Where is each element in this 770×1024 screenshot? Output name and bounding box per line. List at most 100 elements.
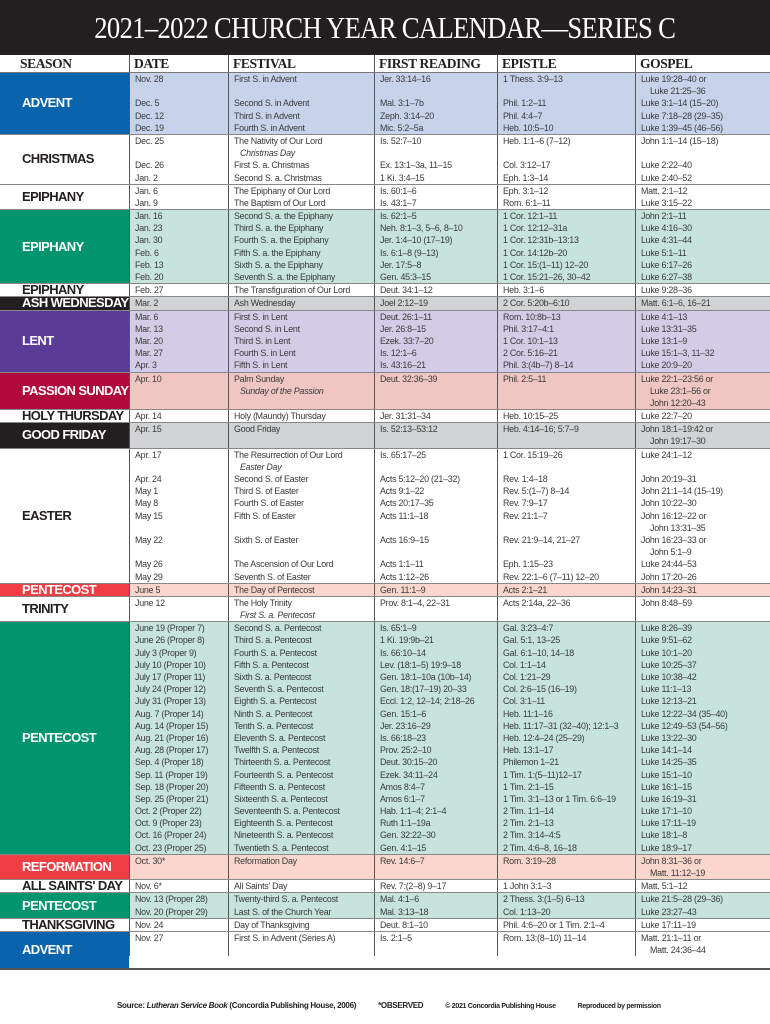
first-reading-cell: Is. 66:10–14 bbox=[374, 646, 497, 659]
festival-name: Fourth S. in Advent bbox=[234, 122, 305, 133]
epistle-cell: 1 Cor. 10:1–13 bbox=[497, 334, 635, 348]
table-row: Mar. 27 Fourth S. in Lent Is. 12:1–6 2 Cor.… bbox=[129, 347, 770, 360]
festival-name: Twenty-third S. a. Pentecost bbox=[234, 894, 338, 905]
gospel-line: Luke 14:1–14 bbox=[641, 745, 692, 756]
date: Jan. 30 bbox=[135, 235, 163, 246]
table-row: Dec. 5 Second S. in Advent Mal. 3:1–7b Phil… bbox=[129, 97, 770, 110]
festival-cell: Second S. a. Christmas bbox=[228, 171, 374, 184]
festival-name: The Day of Pentecost bbox=[234, 584, 315, 595]
first-reading: Is. 62:1–5 bbox=[380, 211, 417, 222]
date-cell: Jan. 2 bbox=[129, 171, 228, 184]
epistle: Rev. 21:9–14, 21–27 bbox=[503, 534, 580, 545]
date: Mar. 13 bbox=[135, 323, 163, 334]
first-reading: Gen. 18:1–10a (10b–14) bbox=[380, 672, 472, 682]
gospel-line: Luke 14:25–35 bbox=[641, 757, 697, 768]
date-cell: May 26 bbox=[129, 558, 228, 571]
gospel-line: Luke 10:25–37 bbox=[641, 659, 697, 670]
festival-name: The Holy Trinity bbox=[234, 597, 292, 608]
season-rows: Nov. 24 Day of Thanksgiving Deut. 8:1–10 Ph… bbox=[129, 918, 770, 931]
date-cell: Dec. 19 bbox=[129, 121, 228, 134]
epistle-cell: 1 Cor. 12:31b–13:13 bbox=[497, 234, 635, 247]
date: Apr. 17 bbox=[135, 449, 162, 460]
season-rows: Nov. 6* All Saints' Day Rev. 7:(2–8) 9–17 1… bbox=[129, 880, 770, 893]
first-reading-cell: Is. 6:1–8 (9–13) bbox=[374, 246, 497, 259]
gospel-cell: John 17:20–26 bbox=[635, 570, 770, 583]
epistle-cell: Col. 3:12–17 bbox=[497, 159, 635, 172]
epistle-cell: 2 Cor. 5:20b–6:10 bbox=[497, 297, 635, 310]
gospel-cell: Luke 8:26–39 bbox=[635, 622, 770, 635]
epistle-cell: Col. 1:13–20 bbox=[497, 905, 635, 918]
date: June 19 (Proper 7) bbox=[135, 623, 205, 634]
festival-cell: Fourteenth S. a. Pentecost bbox=[228, 768, 374, 781]
festival-name: Fourth S. in Lent bbox=[234, 348, 296, 359]
table-row: June 26 (Proper 8) Third S. a. Pentecost 1… bbox=[129, 634, 770, 647]
first-reading: Is. 6:1–8 (9–13) bbox=[380, 247, 439, 258]
epistle-cell: Rom. 3:19–28 bbox=[497, 854, 635, 880]
gospel-cell: John 20:19–31 bbox=[635, 473, 770, 486]
festival-note: Christmas Day bbox=[240, 148, 295, 159]
gospel-line: John 12:20–43 bbox=[650, 397, 706, 408]
first-reading: Eccl. 1:2, 12–14; 2:18–26 bbox=[380, 696, 475, 707]
epistle: Eph. 3:1–12 bbox=[503, 185, 549, 196]
season-label: GOOD FRIDAY bbox=[0, 423, 129, 448]
first-reading-cell: Jer. 33:14–16 bbox=[374, 73, 497, 98]
epistle-cell: Rev. 5:(1–7) 8–14 bbox=[497, 485, 635, 498]
first-reading-cell: Mic. 5:2–5a bbox=[374, 121, 497, 134]
epistle-cell: Gal. 3:23–4:7 bbox=[497, 622, 635, 635]
source-suffix: (Concordia Publishing House, 2006) bbox=[227, 1001, 357, 1010]
table-row: Oct. 9 (Proper 23) Eighteenth S. a. Pente… bbox=[129, 817, 770, 830]
festival-cell: Fourth S. in Lent bbox=[228, 347, 374, 360]
season-rows: Apr. 10 Palm Sunday Sunday of the Passion D… bbox=[129, 372, 770, 410]
epistle-cell: 2 Cor. 5:16–21 bbox=[497, 347, 635, 360]
epistle: Rev. 5:(1–7) 8–14 bbox=[503, 486, 570, 497]
first-reading: Mal. 4:1–6 bbox=[380, 894, 419, 905]
footer: Source: Lutheran Service Book (Concordia… bbox=[0, 1000, 770, 1012]
gospel-cell: Luke 18:9–17 bbox=[635, 841, 770, 854]
table-row: Nov. 24 Day of Thanksgiving Deut. 8:1–10 Ph… bbox=[129, 918, 770, 931]
epistle: Col. 2:6–15 (16–19) bbox=[503, 684, 577, 695]
table-row: Mar. 13 Second S. in Lent Jer. 26:8–15 Phil… bbox=[129, 322, 770, 335]
gospel-line: Luke 13:22–30 bbox=[641, 732, 697, 743]
gospel-line: John 13:31–35 bbox=[650, 522, 706, 533]
festival-cell: Fourth S. of Easter bbox=[228, 497, 374, 510]
gospel-cell: Luke 10:25–37 bbox=[635, 658, 770, 671]
gospel-cell: John 8:31–36 or Matt. 11:12–19 bbox=[635, 854, 770, 880]
table-row: July 3 (Proper 9) Fourth S. a. Pentecost I… bbox=[129, 646, 770, 659]
epistle-cell: Rev. 22:1–6 (7–11) 12–20 bbox=[497, 570, 635, 583]
festival-cell: Fifth S. of Easter bbox=[228, 509, 374, 534]
epistle-cell: Gal. 6:1–10, 14–18 bbox=[497, 646, 635, 659]
festival-name: The Transfiguration of Our Lord bbox=[234, 285, 351, 296]
epistle: Eph. 1:15–23 bbox=[503, 559, 553, 570]
epistle: Gal. 6:1–10, 14–18 bbox=[503, 647, 574, 658]
festival-name: Sixth S. a. Pentecost bbox=[234, 672, 312, 682]
epistle-cell: Acts 2:14a, 22–36 bbox=[497, 596, 635, 622]
table-row: Apr. 24 Second S. of Easter Acts 5:12–20 (… bbox=[129, 473, 770, 486]
date: Jan. 23 bbox=[135, 223, 163, 234]
epistle: Gal. 5:1, 13–25 bbox=[503, 635, 560, 646]
date: May 22 bbox=[135, 534, 163, 545]
first-reading: Hab. 1:1–4; 2:1–4 bbox=[380, 806, 447, 817]
epistle-cell: 1 Thess. 3:9–13 bbox=[497, 73, 635, 98]
first-reading: Acts 9:1–22 bbox=[380, 486, 425, 497]
first-reading: Acts 20:17–35 bbox=[380, 498, 434, 509]
date-cell: July 10 (Proper 10) bbox=[129, 658, 228, 671]
first-reading-cell: Ruth 1:1–19a bbox=[374, 817, 497, 830]
first-reading-cell: Mal. 3:13–18 bbox=[374, 905, 497, 918]
festival-cell: Holy (Maundy) Thursday bbox=[228, 410, 374, 423]
gospel-cell: John 16:12–22 or John 13:31–35 bbox=[635, 509, 770, 534]
date-cell: Sep. 18 (Proper 20) bbox=[129, 780, 228, 793]
first-reading-cell: Jer. 31:31–34 bbox=[374, 410, 497, 423]
epistle-cell: 1 Tim. 3:1–13 or 1 Tim. 6:6–19 bbox=[497, 792, 635, 806]
festival-name: Eighth S. a. Pentecost bbox=[234, 696, 317, 707]
first-reading-cell: Is. 65:17–25 bbox=[374, 448, 497, 473]
date: July 3 (Proper 9) bbox=[135, 647, 197, 658]
first-reading: Mal. 3:13–18 bbox=[380, 906, 429, 917]
date: May 29 bbox=[135, 571, 163, 582]
gospel-line: John 19:17–30 bbox=[650, 436, 706, 447]
epistle: Col. 3:12–17 bbox=[503, 160, 551, 171]
gospel-line: Luke 23:27–43 bbox=[641, 906, 697, 917]
gospel-line: John 8:48–59 bbox=[641, 597, 692, 608]
first-reading-cell: Lev. (18:1–5) 19:9–18 bbox=[374, 658, 497, 671]
table-row: Nov. 28 First S. in Advent Jer. 33:14–16 1 … bbox=[129, 73, 770, 98]
epistle-cell: Phil. 1:2–11 bbox=[497, 97, 635, 110]
